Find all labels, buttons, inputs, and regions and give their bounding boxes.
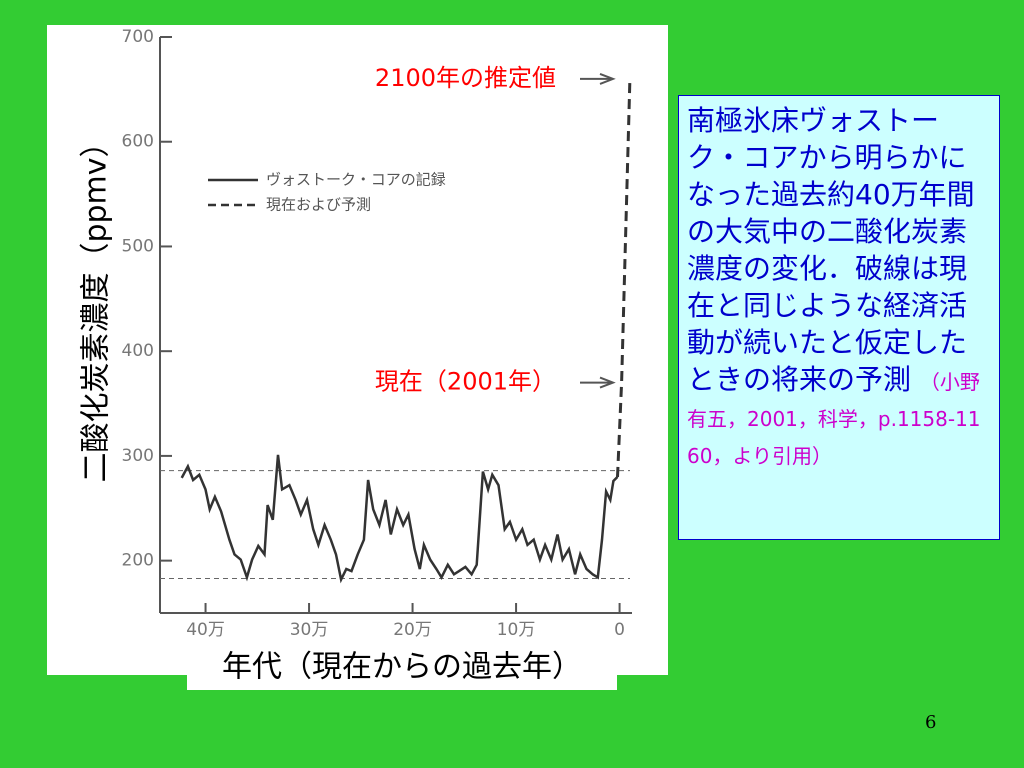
series-line xyxy=(180,454,619,584)
x-axis-label: 年代（現在からの過去年） xyxy=(222,650,582,685)
y-tick-label: 300 xyxy=(122,446,154,466)
series-line xyxy=(616,78,632,477)
x-tick-label: 0 xyxy=(614,620,625,640)
x-tick-label: 40万 xyxy=(186,620,225,640)
y-tick-label: 200 xyxy=(122,551,154,571)
y-tick-label: 700 xyxy=(122,27,154,47)
y-tick-label: 500 xyxy=(122,236,154,256)
y-tick-label: 400 xyxy=(122,341,154,361)
citation: （小野有五，2001，科学，p.1158-1160，より引用） xyxy=(687,370,981,468)
annotation: 2100年の推定値 xyxy=(375,64,556,92)
annotation: 現在（2001年） xyxy=(375,368,556,396)
annotation-arrowhead xyxy=(599,72,616,85)
legend-label: 現在および予測 xyxy=(266,196,371,214)
chart-panel xyxy=(47,25,668,675)
x-label-box xyxy=(187,648,617,690)
y-tick-label: 600 xyxy=(122,132,154,152)
description-box: 南極氷床ヴォストーク・コアから明らかになった過去約40万年間の大気中の二酸化炭素… xyxy=(678,95,1000,540)
legend-label: ヴォストーク・コアの記録 xyxy=(266,171,446,189)
y-axis-label: 二酸化炭素濃度（ppmv） xyxy=(79,127,114,482)
annotation-arrowhead xyxy=(599,376,616,389)
x-tick-label: 10万 xyxy=(497,620,536,640)
page-number: 6 xyxy=(925,712,937,733)
x-tick-label: 20万 xyxy=(393,620,432,640)
description: 南極氷床ヴォストーク・コアから明らかになった過去約40万年間の大気中の二酸化炭素… xyxy=(687,104,975,396)
x-tick-label: 30万 xyxy=(290,620,329,640)
